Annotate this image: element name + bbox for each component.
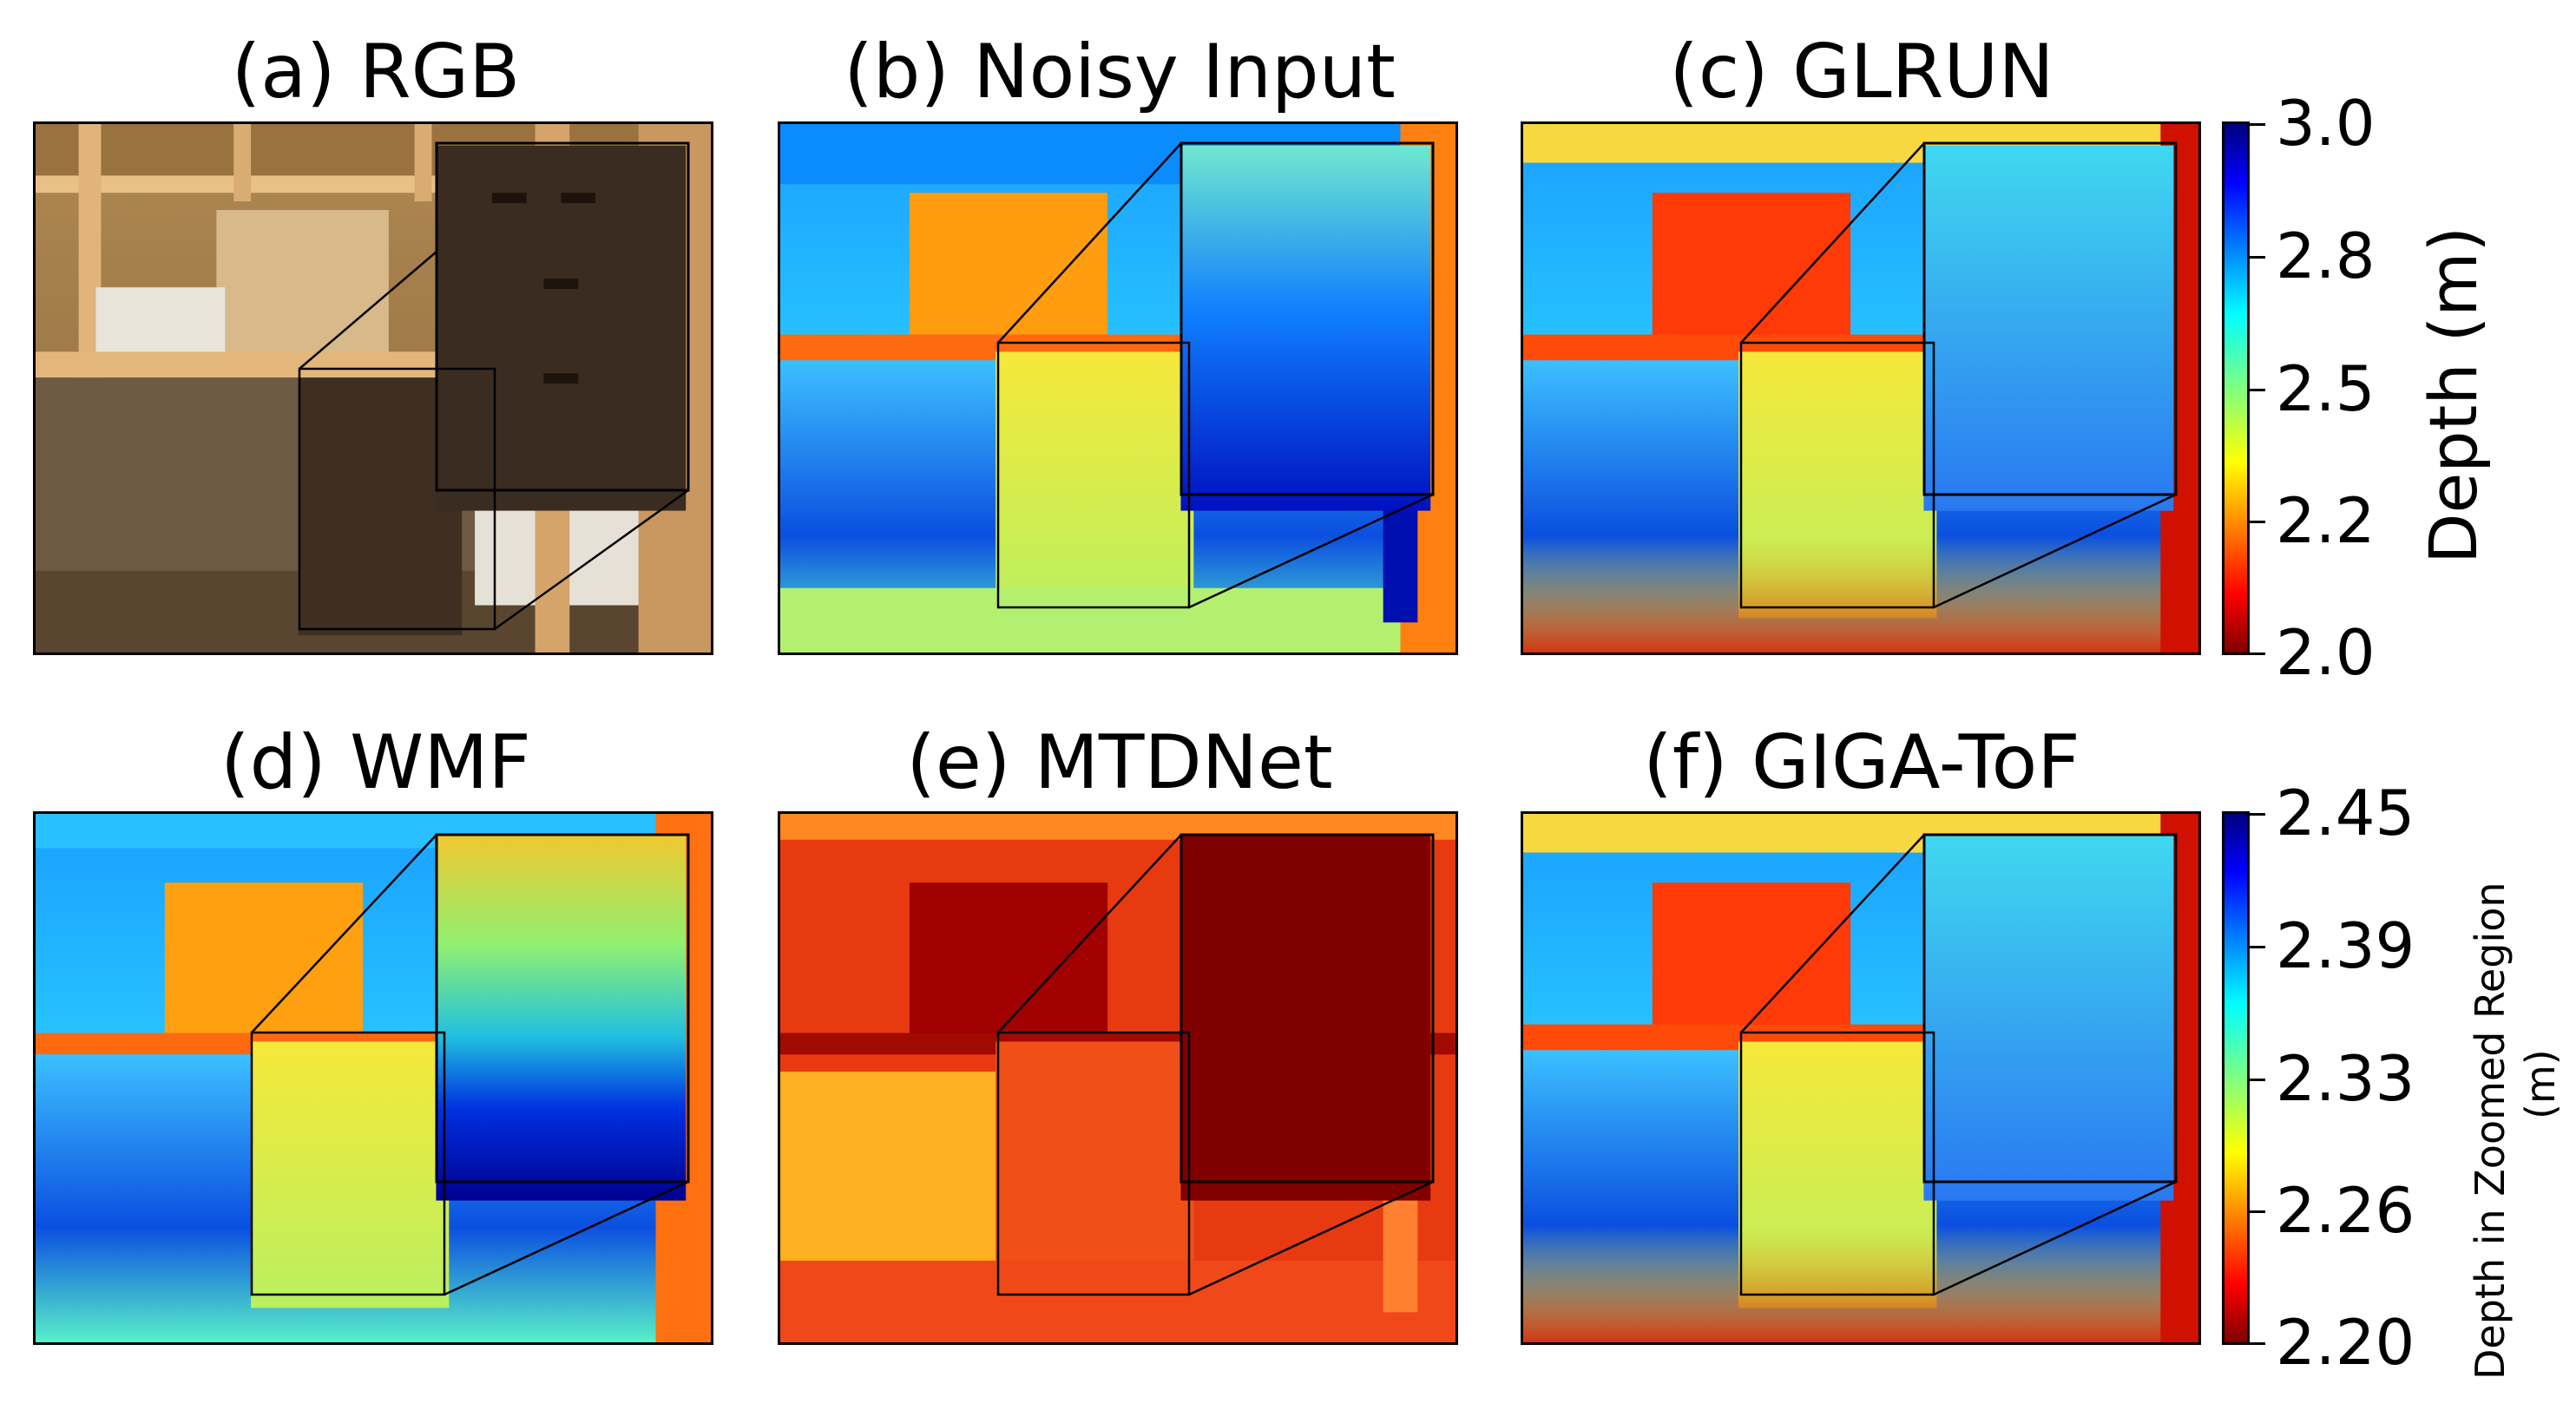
colorbar-top-tick-2: 2.5	[2276, 352, 2376, 425]
panel-title-d: (d) WMF	[220, 719, 531, 806]
panel-title-e: (e) MTDNet	[906, 719, 1333, 806]
colorbar-top-label: Depth (m)	[2415, 226, 2492, 564]
colorbar-bottom-tick-3: 2.26	[2276, 1174, 2415, 1247]
colorbar-bottom-label-line2: (m)	[2517, 1049, 2564, 1119]
colorbar-top-tick-3: 2.2	[2276, 484, 2376, 557]
colorbar-top-tick-1: 2.8	[2276, 220, 2376, 292]
colorbar-bottom-tick-1: 2.39	[2276, 909, 2415, 982]
colorbar-top-tick-0: 3.0	[2276, 87, 2376, 160]
colorbar-bottom-tick-2: 2.33	[2276, 1042, 2415, 1115]
colorbar-bottom-tick-0: 2.45	[2276, 777, 2415, 849]
colorbar-bottom-label-line1: Depth in Zoomed Region	[2467, 882, 2514, 1380]
glrun-depth-map	[1521, 121, 2201, 655]
wmf-depth-map	[33, 811, 713, 1345]
colorbar-top-tick-4: 2.0	[2276, 616, 2376, 689]
panel-title-b: (b) Noisy Input	[844, 29, 1396, 115]
rgb-image	[33, 121, 713, 655]
colorbar-top-gradient	[2222, 121, 2250, 655]
giga-tof-depth-map	[1521, 811, 2201, 1345]
colorbar-bottom-gradient	[2222, 811, 2250, 1345]
panel-title-c: (c) GLRUN	[1669, 29, 2054, 115]
noisy-depth-map	[778, 121, 1458, 655]
mtdnet-depth-map	[778, 811, 1458, 1345]
panel-title-f: (f) GIGA-ToF	[1643, 719, 2080, 806]
colorbar-bottom-tick-4: 2.20	[2276, 1306, 2415, 1379]
panel-title-a: (a) RGB	[231, 29, 521, 115]
